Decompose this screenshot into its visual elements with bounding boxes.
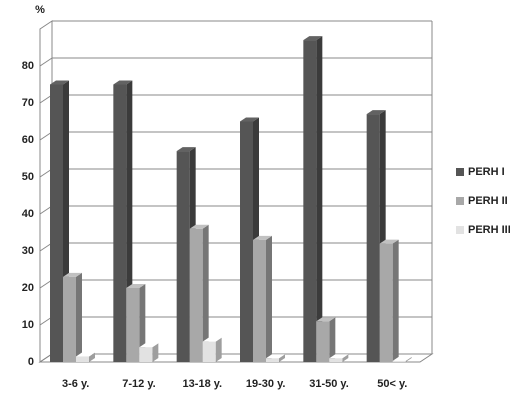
bar-top bbox=[63, 272, 82, 277]
bar-side bbox=[215, 337, 222, 362]
bar bbox=[126, 288, 140, 362]
legend-label: PERH I bbox=[468, 166, 505, 178]
bar-top bbox=[113, 80, 133, 85]
bar-side bbox=[279, 354, 285, 362]
bar-side bbox=[152, 343, 159, 362]
y-tick-label: 20 bbox=[22, 282, 34, 294]
y-tick-label: 50 bbox=[22, 171, 34, 183]
bar bbox=[366, 114, 380, 362]
bar bbox=[50, 84, 63, 362]
y-tick-label: 80 bbox=[22, 60, 34, 72]
bar bbox=[189, 228, 203, 362]
bar-top bbox=[240, 117, 259, 122]
bar bbox=[253, 239, 266, 362]
x-tick-label: 13-18 y. bbox=[183, 378, 223, 390]
bar bbox=[266, 358, 279, 362]
bar-side bbox=[139, 284, 146, 362]
y-tick-label: 30 bbox=[22, 245, 34, 257]
legend-swatch bbox=[456, 197, 464, 205]
x-tick-label: 31-50 y. bbox=[309, 378, 349, 390]
bar-top bbox=[329, 354, 349, 359]
bar bbox=[63, 276, 76, 362]
bar-top bbox=[176, 147, 196, 152]
y-tick-label: 10 bbox=[22, 319, 34, 331]
bar bbox=[329, 358, 343, 362]
bar-top bbox=[50, 80, 69, 85]
bar-top bbox=[202, 337, 222, 342]
bar bbox=[139, 347, 153, 362]
bar bbox=[316, 321, 330, 362]
y-axis-label: % bbox=[35, 4, 45, 16]
bar-side bbox=[76, 272, 82, 362]
bar-top bbox=[126, 284, 146, 288]
bar-top bbox=[189, 224, 209, 229]
legend-swatch bbox=[456, 168, 464, 176]
x-tick-label: 7-12 y. bbox=[122, 378, 155, 390]
bar-side bbox=[392, 239, 399, 362]
bar bbox=[113, 84, 127, 362]
bar-side bbox=[342, 354, 349, 362]
legend-label: PERH III bbox=[468, 224, 510, 236]
bar-side bbox=[202, 224, 209, 362]
bar bbox=[379, 243, 393, 362]
grid-line bbox=[39, 57, 53, 67]
bar bbox=[392, 360, 406, 362]
x-tick-label: 50< y. bbox=[377, 378, 407, 390]
bar bbox=[202, 341, 216, 362]
bar-side bbox=[405, 356, 412, 362]
y-tick-label: 70 bbox=[22, 97, 34, 109]
y-tick-label: 60 bbox=[22, 134, 34, 146]
bar bbox=[176, 151, 190, 362]
bar-top bbox=[303, 36, 323, 41]
bar-top bbox=[253, 235, 272, 240]
bar-top bbox=[366, 110, 386, 115]
bar bbox=[76, 356, 89, 362]
bar-side bbox=[329, 317, 336, 362]
x-tick-label: 3-6 y. bbox=[62, 378, 89, 390]
bar-side bbox=[316, 36, 323, 362]
bar-top bbox=[392, 356, 412, 361]
bar-side bbox=[266, 235, 272, 362]
bar-top bbox=[139, 343, 159, 348]
y-tick-label: 40 bbox=[22, 208, 34, 220]
legend-swatch bbox=[456, 226, 464, 234]
bar-top bbox=[379, 239, 399, 244]
bar-top bbox=[316, 317, 336, 322]
bar bbox=[303, 40, 317, 362]
bar bbox=[240, 121, 253, 362]
y-tick-label: 0 bbox=[28, 356, 34, 368]
bar-top bbox=[266, 354, 285, 359]
bar-top bbox=[76, 352, 95, 357]
legend-label: PERH II bbox=[468, 195, 508, 207]
x-tick-label: 19-30 y. bbox=[246, 378, 286, 390]
bar-side bbox=[89, 352, 95, 362]
